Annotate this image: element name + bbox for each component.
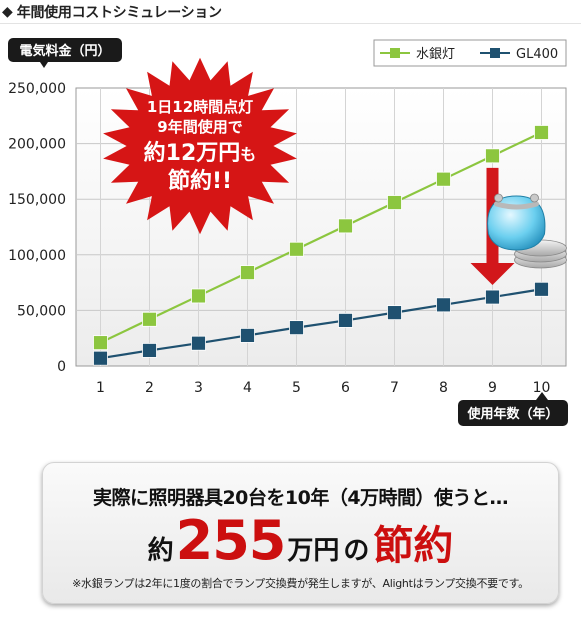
- chart-svg: 0 50,000 100,000 150,000 200,000 250,000 1 2 3 4 5…: [8, 38, 568, 426]
- data-point: [338, 313, 353, 328]
- wallet-clasp-icon: [494, 201, 539, 210]
- summary-note: ※水銀ランプは2年に1度の割合でランプ交換費が発生しますが、Alightはランプ…: [72, 577, 529, 590]
- data-point: [387, 195, 402, 210]
- y-axis-label: 電気料金（円）: [19, 43, 110, 59]
- section-title: 年間使用コストシミュレーション: [16, 4, 222, 21]
- wallet-knob-icon: [494, 193, 503, 203]
- callout-particle: も: [240, 145, 256, 164]
- data-point: [534, 125, 549, 140]
- x-axis-label-pointer: [536, 392, 548, 400]
- data-point: [436, 297, 451, 313]
- series-line: [100, 288, 542, 360]
- x-tick-label: 8: [439, 380, 448, 396]
- callout-burst: [103, 57, 297, 235]
- x-tick-label: 1: [96, 380, 105, 396]
- diamond-bullet-icon: ◆: [2, 3, 13, 20]
- x-tick-label: 10: [533, 380, 551, 396]
- callout-line4: 節約!!: [168, 168, 232, 194]
- y-axis-label-pointer: [40, 62, 48, 68]
- summary-headline: 実際に照明器具20台を10年（4万時間）使うと…: [92, 487, 509, 509]
- savings-amount: 255: [175, 509, 287, 572]
- data-point: [191, 335, 206, 351]
- x-axis-label-badge: [458, 400, 568, 426]
- data-point: [338, 218, 353, 234]
- x-tick-label: 5: [292, 380, 301, 396]
- x-tick-label: 9: [488, 380, 497, 396]
- savings-unit: 万円: [287, 536, 340, 566]
- savings-emphasis: 節約: [373, 523, 454, 569]
- legend-label: GL400: [516, 47, 558, 62]
- wallet-knob-icon: [530, 193, 539, 203]
- callout-line3: 約12万円も: [144, 140, 257, 166]
- x-tick-label: 7: [390, 380, 399, 396]
- data-point: [240, 328, 255, 343]
- data-point: [485, 289, 500, 305]
- y-tick-label: 250,000: [8, 81, 66, 97]
- data-point: [191, 288, 206, 304]
- savings-particle: の: [343, 536, 370, 566]
- data-point: [436, 171, 451, 187]
- y-tick-label: 200,000: [8, 137, 66, 153]
- summary-savings: 約 255 万円 の 節約: [43, 509, 558, 572]
- data-point: [485, 148, 500, 164]
- data-point: [142, 343, 157, 358]
- x-axis-label: 使用年数（年）: [466, 406, 558, 422]
- summary-box: 実際に照明器具20台を10年（4万時間）使うと… 約 255 万円 の 節約 ※…: [42, 462, 559, 604]
- y-axis-label-badge: [8, 38, 122, 62]
- callout-amount: 約12万円: [144, 140, 241, 166]
- data-point: [289, 241, 304, 257]
- legend-label: 水銀灯: [416, 47, 455, 62]
- section-header: ◆ 年間使用コストシミュレーション: [0, 0, 581, 24]
- data-point: [142, 311, 157, 327]
- y-tick-label: 50,000: [17, 303, 66, 319]
- y-tick-label: 100,000: [8, 248, 66, 264]
- callout-line2: 9年間使用で: [157, 118, 242, 136]
- x-tick-label: 4: [243, 380, 252, 396]
- data-point: [534, 281, 549, 297]
- savings-prefix: 約: [147, 536, 174, 566]
- series-line: [100, 131, 542, 344]
- data-point: [387, 305, 402, 321]
- data-point: [93, 350, 108, 366]
- callout-line1: 1日12時間点灯: [147, 98, 253, 116]
- data-point: [289, 320, 304, 336]
- cost-chart: 0 50,000 100,000 150,000 200,000 250,000 1 2 3 4 5…: [0, 30, 581, 440]
- legend-marker: [390, 48, 400, 58]
- legend-marker: [490, 48, 500, 58]
- data-point: [240, 265, 255, 280]
- y-tick-label: 0: [57, 359, 66, 375]
- y-tick-label: 150,000: [8, 192, 66, 208]
- data-point: [93, 335, 108, 351]
- x-tick-label: 3: [194, 380, 203, 396]
- x-tick-label: 6: [341, 380, 350, 396]
- x-tick-label: 2: [145, 380, 154, 396]
